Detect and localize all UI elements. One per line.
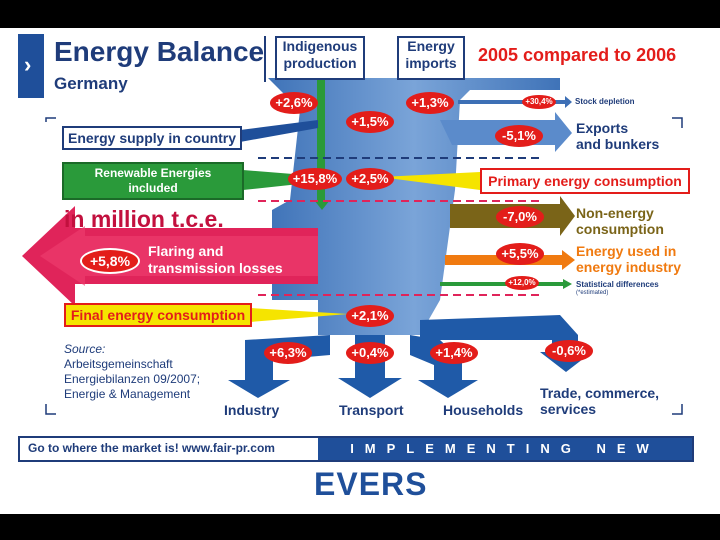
stat-label: Statistical differences — [576, 280, 659, 289]
source-note: Source: Arbeitsgemeinschaft Energiebilan… — [64, 342, 201, 401]
imports-value-badge: +1,3% — [406, 92, 454, 114]
industry-label: Industry — [224, 402, 280, 418]
transport-arrow — [338, 335, 402, 398]
stock-depletion-arrow — [458, 96, 572, 108]
unit-label: in million t.c.e. — [64, 206, 224, 232]
households-label: Households — [443, 402, 524, 418]
trade-value-badge: -0,6% — [545, 340, 593, 362]
primary-connector — [380, 172, 480, 190]
nonenergy-value-badge: -7,0% — [496, 206, 544, 228]
final-label: Final energy consumption — [64, 303, 252, 327]
exports-value-badge: -5,1% — [495, 125, 543, 147]
final-value-badge: +2,1% — [346, 305, 394, 327]
title-accent-bar: › — [18, 34, 44, 98]
page-subtitle: Germany — [54, 74, 128, 93]
footer-slogan: IMPLEMENTING NEW IDEAS — [318, 438, 692, 478]
stock-value-badge: +30,4% — [522, 95, 556, 109]
footer-bar: Go to where the market is! www.fair-pr.c… — [18, 436, 694, 478]
transport-value-badge: +0,4% — [346, 342, 394, 364]
households-value-badge: +1,4% — [430, 342, 478, 364]
energyind-value-badge: +5,5% — [496, 243, 544, 265]
chevron-right-icon: › — [24, 52, 32, 77]
evers-logo: EVERS — [314, 466, 428, 502]
exports-label: Exports and bunkers — [576, 120, 660, 152]
stat-note: (*estimated) — [576, 290, 609, 296]
primary-label: Primary energy consumption — [480, 168, 690, 194]
supply-connector — [240, 120, 318, 142]
trade-arrow — [420, 315, 592, 372]
primary-value-badge: +2,5% — [346, 168, 394, 190]
flaring-label: Flaring and transmission losses — [148, 243, 283, 276]
renewables-label: Renewable Energies included — [62, 162, 244, 200]
nonenergy-label: Non-energy consumption — [576, 205, 664, 237]
renewables-value-badge: +15,8% — [288, 168, 342, 190]
final-connector — [250, 308, 348, 322]
main-flow-trunk — [268, 78, 560, 335]
imports-header: Energy imports — [397, 36, 465, 80]
transport-label: Transport — [339, 402, 404, 418]
indigenous-value-badge: +2,6% — [270, 92, 318, 114]
stock-label: Stock depletion — [575, 97, 635, 106]
supply-value-badge: +1,5% — [346, 111, 394, 133]
indigenous-green-line — [317, 78, 325, 203]
supply-label: Energy supply in country — [62, 126, 242, 150]
energyind-label: Energy used in energy industry — [576, 243, 682, 275]
footer-link-text[interactable]: Go to where the market is! www.fair-pr.c… — [28, 441, 275, 455]
trade-label: Trade, commerce, services — [540, 385, 660, 417]
flaring-value-badge: +5,8% — [80, 248, 140, 274]
comparison-title: 2005 compared to 2006 — [478, 45, 677, 65]
stat-value-badge: +12,0% — [505, 276, 539, 290]
households-arrow — [410, 335, 478, 398]
industry-value-badge: +6,3% — [264, 342, 312, 364]
page-title: Energy Balance — [54, 36, 265, 67]
indigenous-header: Indigenous production — [275, 36, 365, 80]
